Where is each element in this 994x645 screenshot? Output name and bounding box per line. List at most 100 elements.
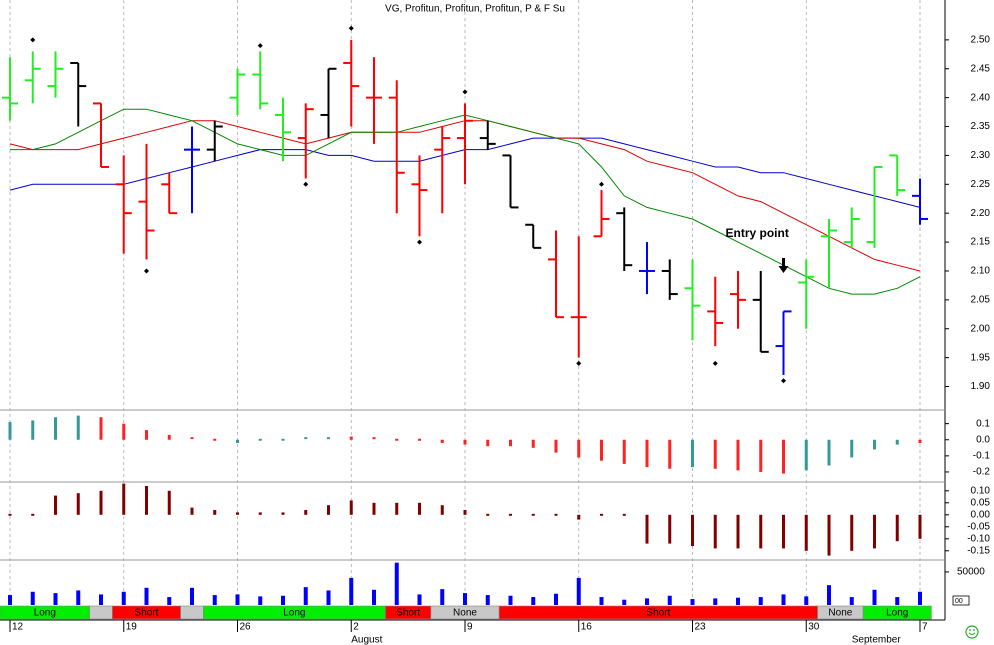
corner-label: 00 [955,598,963,605]
bar [554,593,558,605]
x-tick-label: 7 [922,622,928,633]
bar [372,589,376,605]
bar [418,502,421,515]
bar [349,500,353,515]
bar [190,587,194,605]
marker [417,239,422,245]
signal-label: Short [396,608,420,619]
y-tick-label: 2.10 [971,266,991,277]
bar [144,587,149,605]
bar [918,514,922,539]
y-tick-label: -0.15 [967,545,990,556]
status-icon [965,625,979,639]
bar [486,439,490,447]
bar [736,439,740,471]
bar [213,510,217,515]
month-label: August [351,635,382,645]
y-tick-label: 0.05 [971,497,991,508]
chart-title: VG, Profitun, Profitun, Profitun, P & F … [385,4,565,15]
bar [31,420,35,440]
signal-segment [180,605,204,620]
y-tick-label: 0.10 [971,485,991,496]
bar [485,595,490,605]
bar [691,514,694,546]
bar [827,439,831,466]
x-tick-label: 2 [353,622,359,633]
bar [895,597,900,605]
bar [440,505,444,515]
bar [122,423,126,440]
bar [486,513,490,516]
bar [121,591,126,605]
bar [394,562,399,605]
bar [759,514,763,549]
bar [667,595,672,605]
bar [713,439,717,469]
signal-label: Short [646,608,670,619]
bar [599,597,604,605]
bar [258,596,263,605]
bar [99,490,103,515]
bar [76,415,80,440]
annotation: Entry point [726,226,789,240]
bar [349,577,354,605]
bar [167,490,171,515]
bar [895,439,899,445]
x-tick-label: 9 [467,622,473,633]
bar [691,439,694,468]
marker [348,25,354,31]
bar [395,502,399,515]
y-tick-label: -0.1 [973,450,991,461]
y-tick-label: 2.50 [971,35,991,46]
bar [645,439,649,468]
bar [190,437,194,440]
y-tick-label: 2.20 [971,208,991,219]
bar [212,595,217,605]
bar [713,598,718,605]
signal-label: None [828,608,852,619]
bar [76,493,80,515]
x-tick-label: 26 [240,622,252,633]
bar [782,514,785,549]
signal-label: Long [886,608,908,619]
bar [850,514,854,551]
bar [463,439,467,445]
y-tick-label: 2.40 [971,92,991,103]
bar [167,434,171,440]
bar [873,514,876,549]
bar [690,599,695,605]
bar [804,596,809,605]
bar [577,439,581,458]
x-tick-label: 16 [581,622,593,633]
bar [804,514,808,551]
y-tick-label: 2.15 [971,237,991,248]
bar [372,502,376,515]
bar [8,595,12,605]
y-tick-label: 0.0 [976,434,990,445]
bar [622,599,627,605]
y-tick-label: 0.1 [976,418,990,429]
marker [576,360,582,366]
bar [554,513,558,516]
bar [645,598,649,605]
bar [668,439,672,469]
bar [304,437,308,440]
x-tick-label: 30 [808,622,820,633]
bar [918,591,922,605]
bar [417,594,422,605]
marker [781,378,786,384]
bar [440,439,444,443]
bar [440,589,445,605]
y-tick-label: 2.30 [971,150,991,161]
marker [303,181,309,187]
bar [258,438,262,441]
bar [622,513,626,516]
bar [236,512,239,515]
y-tick-label: 1.90 [971,381,991,392]
annotation-arrow [778,258,789,273]
bar [235,594,240,605]
signal-segment [862,605,932,620]
y-tick-label: 2.05 [971,294,991,305]
bar [782,439,785,474]
bar [509,513,512,516]
